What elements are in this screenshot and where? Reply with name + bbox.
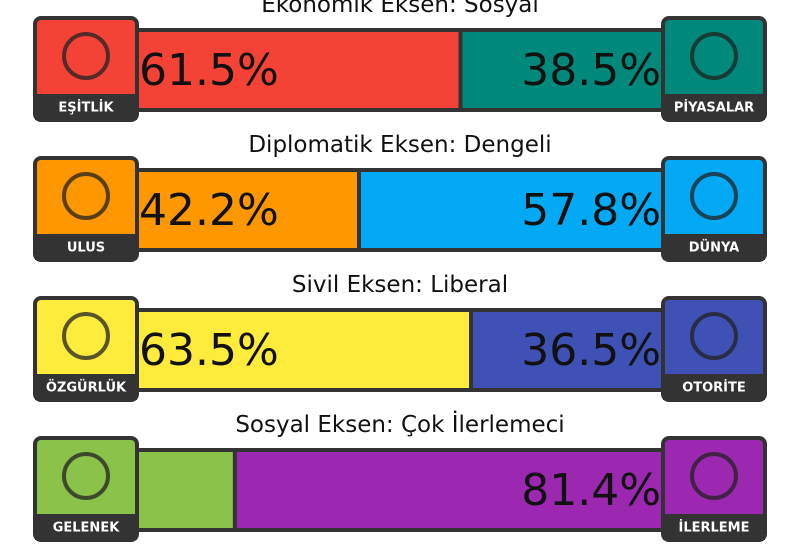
icon-band	[35, 234, 137, 260]
icon-glyph	[62, 312, 110, 360]
icon-label: PİYASALAR	[674, 100, 754, 116]
icon-label: OTORİTE	[682, 380, 746, 396]
icon-band	[663, 514, 765, 540]
icon-glyph	[62, 32, 110, 80]
left-bar	[137, 450, 235, 530]
right-bar	[471, 310, 663, 390]
axis-title: Diplomatik Eksen: Dengeli	[248, 132, 551, 158]
icon-label: ULUS	[67, 241, 105, 256]
icon-glyph	[62, 172, 110, 220]
icon-label: DÜNYA	[689, 240, 739, 256]
icon-label: GELENEK	[53, 521, 120, 536]
right-bar	[460, 30, 663, 110]
icon-band	[35, 374, 137, 400]
right-value: 57.8%	[521, 185, 661, 236]
right-value: 81.4%	[521, 465, 661, 516]
left-value: 61.5%	[139, 45, 279, 96]
icon-band	[663, 374, 765, 400]
left-value: 42.2%	[139, 185, 279, 236]
right-bar	[234, 450, 663, 530]
axis-title: Ekonomik Eksen: Sosyal	[261, 0, 539, 18]
left-value: 63.5%	[139, 325, 279, 376]
icon-band	[663, 94, 765, 120]
icon-glyph	[690, 452, 738, 500]
left-bar	[137, 30, 461, 110]
icon-label: EŞİTLİK	[58, 100, 114, 116]
icon-glyph	[690, 32, 738, 80]
axis-title: Sivil Eksen: Liberal	[292, 272, 508, 298]
icon-glyph	[62, 452, 110, 500]
icon-band	[35, 94, 137, 120]
icon-band	[663, 234, 765, 260]
icon-glyph	[690, 172, 738, 220]
right-value: 36.5%	[521, 325, 661, 376]
left-bar	[137, 310, 472, 390]
icon-label: İLERLEME	[679, 520, 750, 536]
left-bar	[137, 170, 359, 250]
right-value: 38.5%	[521, 45, 661, 96]
icon-glyph	[690, 312, 738, 360]
axis-title: Sosyal Eksen: Çok İlerlemeci	[235, 410, 564, 438]
icon-label: ÖZGÜRLÜK	[46, 380, 127, 396]
right-bar	[358, 170, 663, 250]
icon-band	[35, 514, 137, 540]
